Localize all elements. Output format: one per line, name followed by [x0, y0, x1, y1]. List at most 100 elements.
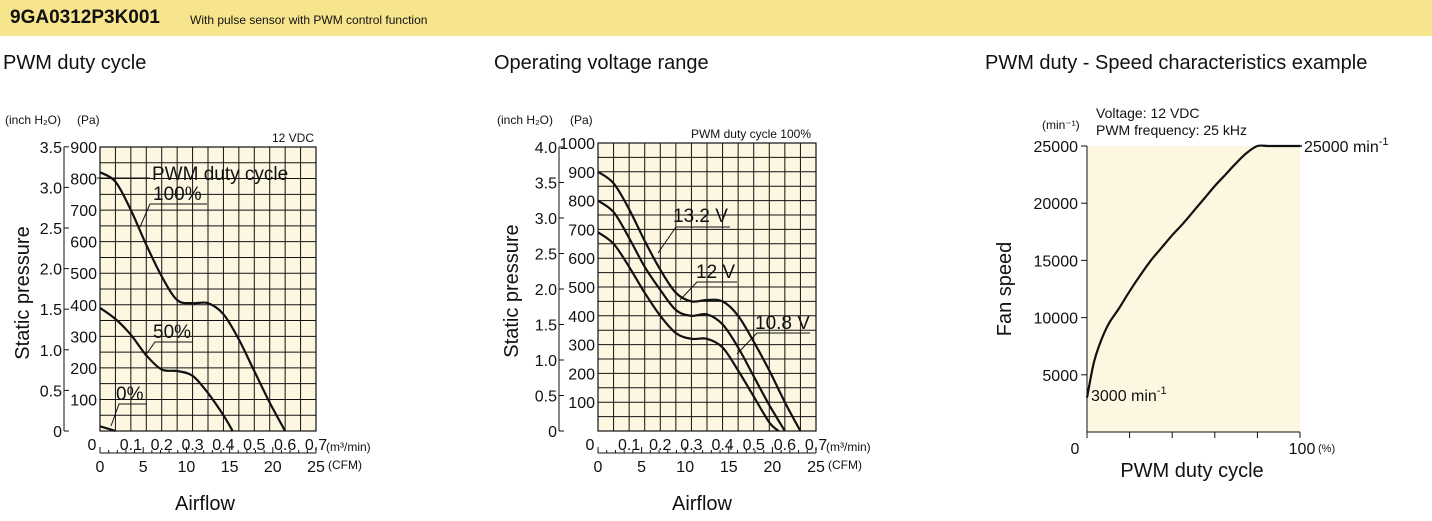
p2-y-tick-inch: 4.0 [535, 140, 557, 157]
p1-y-tick-inch: 2.0 [40, 262, 62, 279]
p1-y-tick-inch: 1.5 [40, 302, 62, 319]
p3-y-tick-label: 15000 [1034, 253, 1079, 270]
p2-y-tick-pa: 800 [568, 194, 595, 211]
p2-y-axis-title: Static pressure [501, 224, 523, 357]
p1-y-tick-pa: 100 [70, 392, 97, 409]
p1-y-tick-pa: 300 [70, 329, 97, 346]
p2-curve-108v [597, 231, 780, 432]
p1-plot-border [99, 146, 317, 432]
p2-y-tick-inch: 2.0 [535, 282, 557, 299]
p2-y-tick-inch: 0.5 [535, 389, 557, 406]
p1-x-tick: 0.3 [181, 437, 203, 454]
p3-y-tick-label: 10000 [1034, 311, 1079, 328]
p1-x-axis-title: Airflow [175, 493, 236, 515]
p2-cfm-tick-label: 10 [676, 459, 694, 476]
p1-x-tick: 0.6 [274, 437, 296, 454]
p1-leader-100 [139, 203, 207, 228]
p2-x-tick: 0.1 [618, 437, 640, 454]
p1-cfm-tick-label: 0 [96, 459, 105, 476]
p2-x-tick: 0.7 [805, 437, 827, 454]
p3-x-tick-label: 100 [1289, 441, 1316, 458]
p2-x-axis-title: Airflow [672, 493, 733, 515]
p1-y-tick-pa: 200 [70, 361, 97, 378]
p2-cfm-tick-label: 5 [637, 459, 646, 476]
p1-leader-50 [144, 341, 192, 357]
p3-annotation-frequency: PWM frequency: 25 kHz [1096, 122, 1247, 138]
panel-title-pwm-duty-cycle: PWM duty cycle [3, 52, 147, 74]
p2-y-tick-pa: 600 [568, 251, 595, 268]
p2-annotation: PWM duty cycle 100% [691, 127, 811, 141]
p2-plot-border [597, 142, 817, 432]
p2-x-tick: 0.2 [649, 437, 671, 454]
model-header-bar [0, 0, 1432, 36]
p2-cfm-tick-label: 15 [720, 459, 738, 476]
p1-curve-50 [99, 307, 234, 432]
p1-y-unit-pa: (Pa) [77, 113, 100, 127]
p2-x-tick: 0.4 [711, 437, 733, 454]
p1-x-tick: 0.7 [305, 437, 327, 454]
p1-annotation: 12 VDC [272, 131, 314, 145]
p1-y-unit-inch: (inch H₂O) [5, 113, 61, 127]
p2-x-tick: 0.6 [774, 437, 796, 454]
model-number: 9GA0312P3K001 [10, 7, 160, 28]
p2-y-tick-pa: 900 [568, 165, 595, 182]
p1-y-axis-title: Static pressure [12, 226, 34, 359]
p1-y-tick-inch: 0.5 [40, 383, 62, 400]
p1-cfm-tick-label: 15 [221, 459, 239, 476]
p1-y-tick-pa: 600 [70, 235, 97, 252]
p3-speed-curve [1085, 144, 1300, 398]
p2-y-tick-pa: 100 [568, 395, 595, 412]
p1-curve-0 [99, 425, 116, 433]
p1-y-tick-pa: 400 [70, 298, 97, 315]
p1-x-tick: 0.5 [243, 437, 265, 454]
p2-x-unit-m3: (m³/min) [826, 440, 871, 454]
p2-y-unit-pa: (Pa) [570, 113, 593, 127]
p1-x-tick: 0.1 [120, 437, 142, 454]
p3-y-axis-title: Fan speed [994, 242, 1016, 337]
p3-label-min-speed: 3000 min-1 [1091, 385, 1167, 405]
p2-leader-12v [679, 281, 737, 301]
p2-y-tick-pa: 300 [568, 338, 595, 355]
p2-y-unit-inch: (inch H₂O) [497, 113, 553, 127]
model-description: With pulse sensor with PWM control funct… [190, 13, 428, 27]
p2-x-tick: 0.5 [743, 437, 765, 454]
p1-y-tick-inch: 0 [53, 424, 62, 441]
p1-label-50: 50% [153, 322, 191, 343]
p1-cfm-tick-label: 10 [178, 459, 196, 476]
p2-x-unit-cfm: (CFM) [828, 458, 862, 472]
panel-title-speed-characteristics: PWM duty - Speed characteristics example [985, 52, 1368, 74]
p3-y-tick-label: 25000 [1034, 139, 1079, 156]
p2-y-tick-pa: 200 [568, 366, 595, 383]
p2-leader-108v [736, 332, 810, 355]
p1-y-tick-pa: 900 [70, 140, 97, 157]
p2-y-tick-inch: 1.0 [535, 353, 557, 370]
p2-cfm-tick-label: 25 [807, 459, 825, 476]
p2-y-tick-pa: 1000 [559, 136, 595, 153]
p3-x-tick-label: 0 [1071, 441, 1080, 458]
p1-x-tick: 0.2 [151, 437, 173, 454]
p3-plot-area [1087, 146, 1300, 432]
p1-x-tick: 0.4 [212, 437, 234, 454]
p2-y-tick-inch: 1.5 [535, 318, 557, 335]
p2-x-tick: 0.3 [680, 437, 702, 454]
p1-y-tick-inch: 1.0 [40, 343, 62, 360]
p1-cfm-tick-label: 5 [139, 459, 148, 476]
p1-y-tick-inch: 3.0 [40, 180, 62, 197]
p1-leader-0 [110, 403, 146, 427]
p2-x-tick: 0 [586, 437, 595, 454]
p3-x-unit: (%) [1318, 443, 1335, 455]
p1-x-tick: 0 [88, 437, 97, 454]
p2-cfm-tick-label: 20 [764, 459, 782, 476]
p1-cfm-tick-label: 25 [307, 459, 325, 476]
p3-y-tick-label: 20000 [1034, 196, 1079, 213]
p3-annotation-voltage: Voltage: 12 VDC [1096, 105, 1200, 121]
p1-curve-100 [99, 171, 287, 432]
p2-label-108v: 10.8 V [755, 313, 810, 334]
p1-y-tick-inch: 2.5 [40, 221, 62, 238]
p1-y-tick-pa: 800 [70, 172, 97, 189]
p2-leader-132v [657, 226, 730, 254]
p2-cfm-tick-label: 0 [594, 459, 603, 476]
p1-label-0: 0% [116, 384, 144, 405]
p1-y-tick-inch: 3.5 [40, 140, 62, 157]
